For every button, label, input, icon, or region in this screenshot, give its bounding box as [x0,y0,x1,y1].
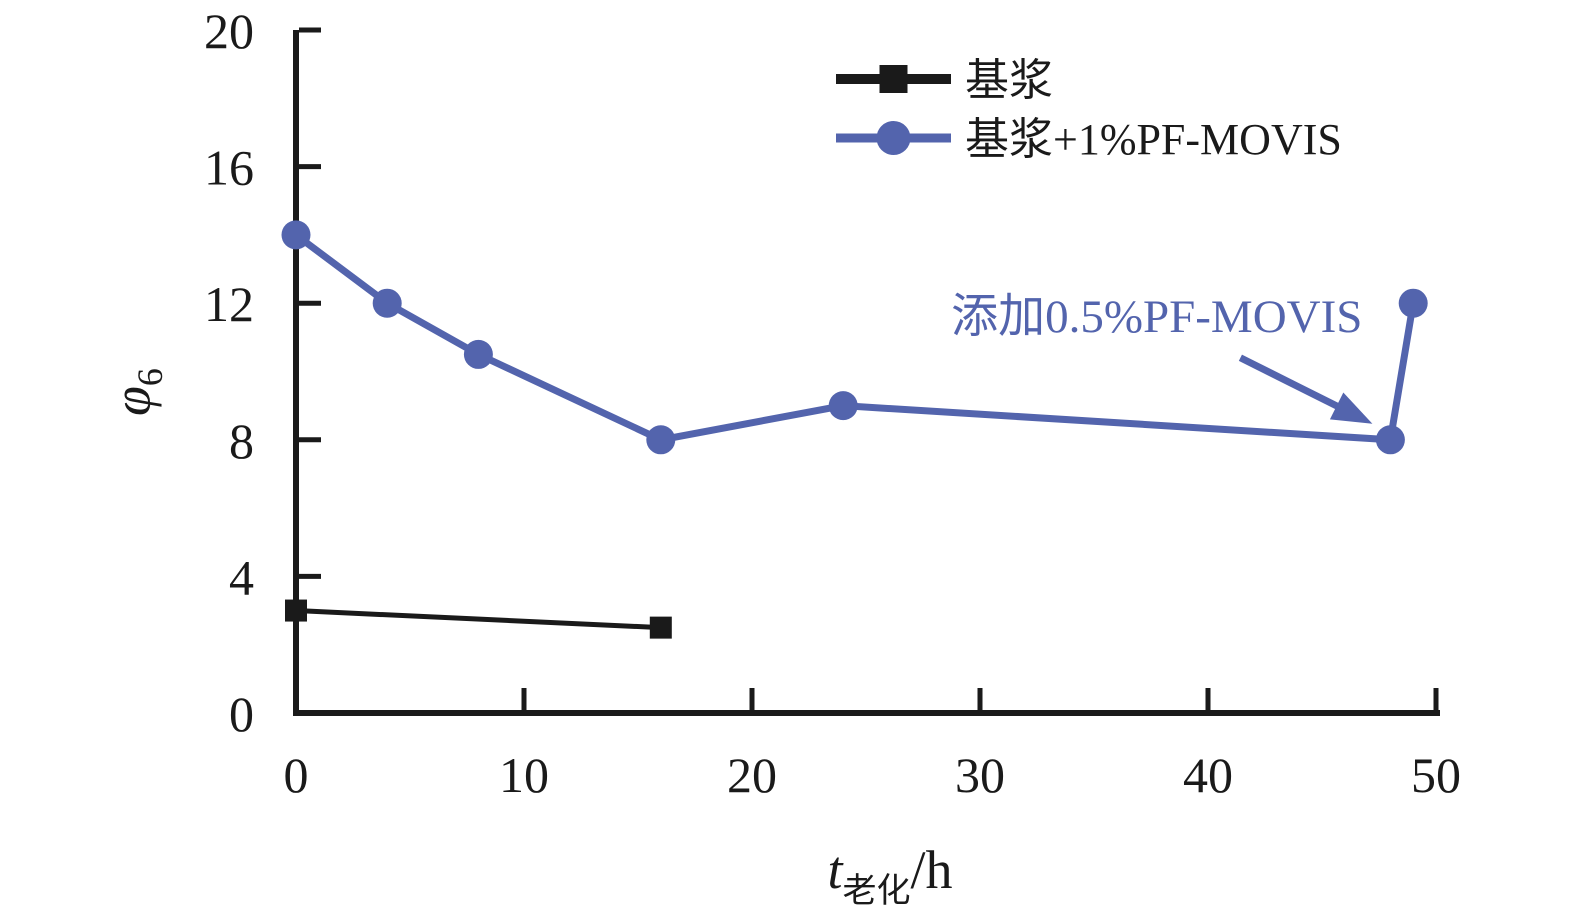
x-tick-label-50: 50 [1411,747,1461,803]
annotation-arrow-head [1329,392,1373,424]
y-tick-label-4: 4 [229,549,254,605]
y-tick-label-12: 12 [204,276,254,332]
series-1-marker-3 [646,425,676,455]
x-tick-label-20: 20 [727,747,777,803]
x-tick-label-40: 40 [1183,747,1233,803]
series-1-marker-5 [1375,425,1405,455]
annotation-text: 添加0.5%PF-MOVIS [951,291,1362,343]
series-0-marker-1 [649,616,672,639]
series-1-marker-6 [1398,288,1428,318]
series-1-marker-0 [281,220,311,250]
series-0-marker-0 [285,599,307,622]
series-1-marker-2 [463,339,493,369]
y-tick-label-20: 20 [204,3,254,59]
legend-label-0: 基浆 [965,56,1053,105]
series-1-marker-4 [828,391,858,421]
axis-lines [293,30,1440,716]
x-tick-label-0: 0 [284,747,309,803]
x-tick-label-30: 30 [955,747,1005,803]
series-1-marker-1 [372,288,402,318]
series-line-0 [295,608,661,631]
x-tick-label-10: 10 [499,747,549,803]
x-axis-label: t老化/h [827,840,952,910]
y-tick-label-8: 8 [229,413,254,469]
legend-marker-0 [879,65,908,93]
y-axis-label: φ6 [102,368,170,416]
y-tick-label-16: 16 [204,140,254,196]
y-tick-label-0: 0 [229,686,254,742]
legend-label-1: 基浆+1%PF-MOVIS [965,115,1342,164]
legend-marker-1 [876,121,911,155]
annotation-arrow-shaft [1238,354,1349,415]
